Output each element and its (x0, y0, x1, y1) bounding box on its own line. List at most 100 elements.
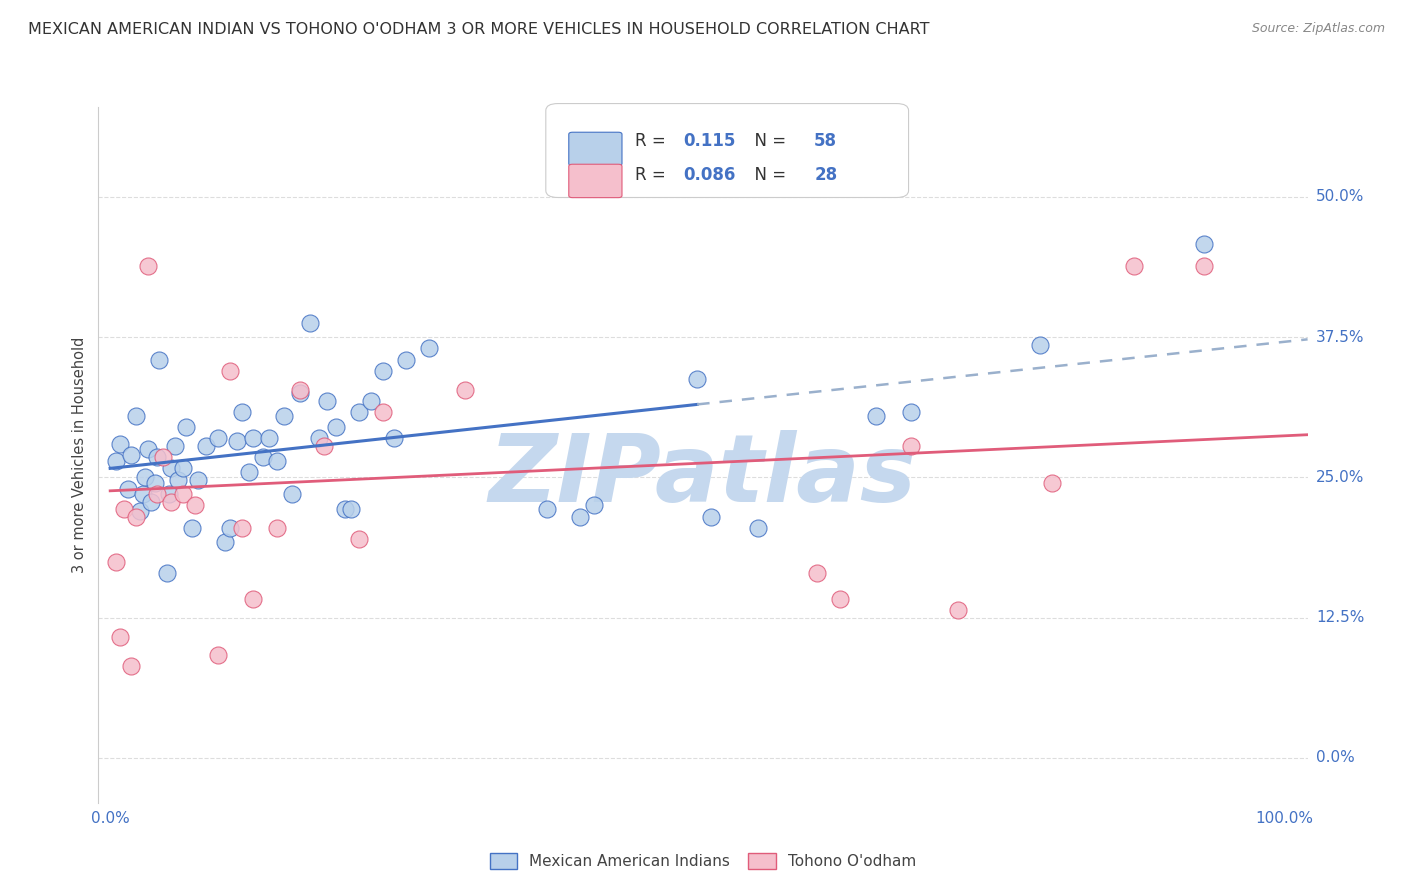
Point (568, 509, 591, 524)
Point (105, 555, 128, 569)
Point (176, 420, 198, 434)
Point (371, 364, 394, 378)
Point (371, 405, 394, 419)
Legend: Mexican American Indians, Tohono O'odham: Mexican American Indians, Tohono O'odham (484, 847, 922, 875)
Point (231, 521, 253, 535)
Point (146, 487, 169, 501)
Text: N =: N = (744, 132, 792, 150)
Point (143, 475, 166, 490)
Point (1194, 236, 1216, 251)
Point (181, 521, 204, 535)
FancyBboxPatch shape (569, 132, 621, 166)
Point (1040, 475, 1063, 490)
Point (454, 383, 477, 397)
Point (134, 470, 156, 484)
Point (167, 473, 190, 487)
Point (347, 532, 370, 546)
Point (806, 566, 828, 580)
Text: R =: R = (636, 166, 671, 184)
Point (112, 501, 135, 516)
Point (219, 364, 242, 378)
Point (865, 409, 887, 423)
Point (382, 431, 405, 445)
Point (418, 341, 440, 355)
Point (136, 260, 159, 274)
Point (290, 383, 312, 397)
Text: MEXICAN AMERICAN INDIAN VS TOHONO O'ODHAM 3 OR MORE VEHICLES IN HOUSEHOLD CORREL: MEXICAN AMERICAN INDIAN VS TOHONO O'ODHA… (28, 22, 929, 37)
Point (146, 450, 169, 465)
Text: N =: N = (744, 166, 792, 184)
Point (214, 535, 236, 549)
Point (231, 405, 253, 419)
Point (187, 473, 209, 487)
Point (360, 394, 382, 409)
Point (195, 439, 218, 453)
Text: 50.0%: 50.0% (1316, 189, 1364, 204)
Point (1122, 260, 1144, 274)
Point (333, 501, 356, 516)
Point (163, 439, 186, 453)
Point (128, 504, 150, 518)
Text: 12.5%: 12.5% (1316, 610, 1364, 625)
Point (125, 409, 148, 423)
Point (172, 461, 194, 475)
Point (312, 439, 335, 453)
Text: 0.0%: 0.0% (1316, 750, 1354, 765)
Point (136, 442, 159, 457)
Point (252, 450, 274, 465)
Point (120, 448, 142, 462)
Point (160, 461, 183, 475)
Point (325, 420, 347, 434)
Point (946, 603, 969, 617)
Point (242, 591, 264, 606)
Point (290, 386, 312, 401)
Point (266, 453, 288, 467)
Point (108, 630, 131, 644)
Point (207, 648, 229, 662)
Text: Source: ZipAtlas.com: Source: ZipAtlas.com (1251, 22, 1385, 36)
Point (120, 659, 142, 673)
Text: 0.115: 0.115 (683, 132, 735, 150)
Text: R =: R = (636, 132, 671, 150)
Point (242, 431, 264, 445)
Text: ZIPatlas: ZIPatlas (489, 430, 917, 522)
Point (105, 453, 128, 467)
Point (830, 591, 852, 606)
Point (207, 431, 229, 445)
Point (298, 316, 321, 330)
Point (132, 487, 155, 501)
Point (152, 450, 174, 465)
Point (395, 352, 418, 367)
Point (700, 509, 723, 524)
Text: 58: 58 (814, 132, 837, 150)
Point (108, 436, 131, 450)
Y-axis label: 3 or more Vehicles in Household: 3 or more Vehicles in Household (72, 337, 87, 573)
FancyBboxPatch shape (546, 103, 908, 197)
Point (273, 409, 295, 423)
Point (183, 499, 205, 513)
Text: 37.5%: 37.5% (1316, 329, 1364, 344)
Point (238, 465, 260, 479)
Point (125, 509, 148, 524)
Point (582, 499, 605, 513)
Point (219, 521, 242, 535)
Point (117, 482, 139, 496)
Point (281, 487, 304, 501)
Point (1029, 338, 1052, 352)
Point (900, 405, 922, 419)
Point (266, 521, 288, 535)
Point (900, 439, 922, 453)
Point (347, 405, 370, 419)
Point (316, 394, 339, 409)
Text: 28: 28 (814, 166, 838, 184)
Point (141, 495, 163, 509)
Text: 25.0%: 25.0% (1316, 470, 1364, 485)
Point (155, 566, 177, 580)
Point (747, 521, 769, 535)
Point (148, 352, 170, 367)
Point (226, 434, 249, 449)
Point (340, 501, 363, 516)
Point (257, 431, 280, 445)
Text: 0.086: 0.086 (683, 166, 735, 184)
Point (160, 495, 183, 509)
